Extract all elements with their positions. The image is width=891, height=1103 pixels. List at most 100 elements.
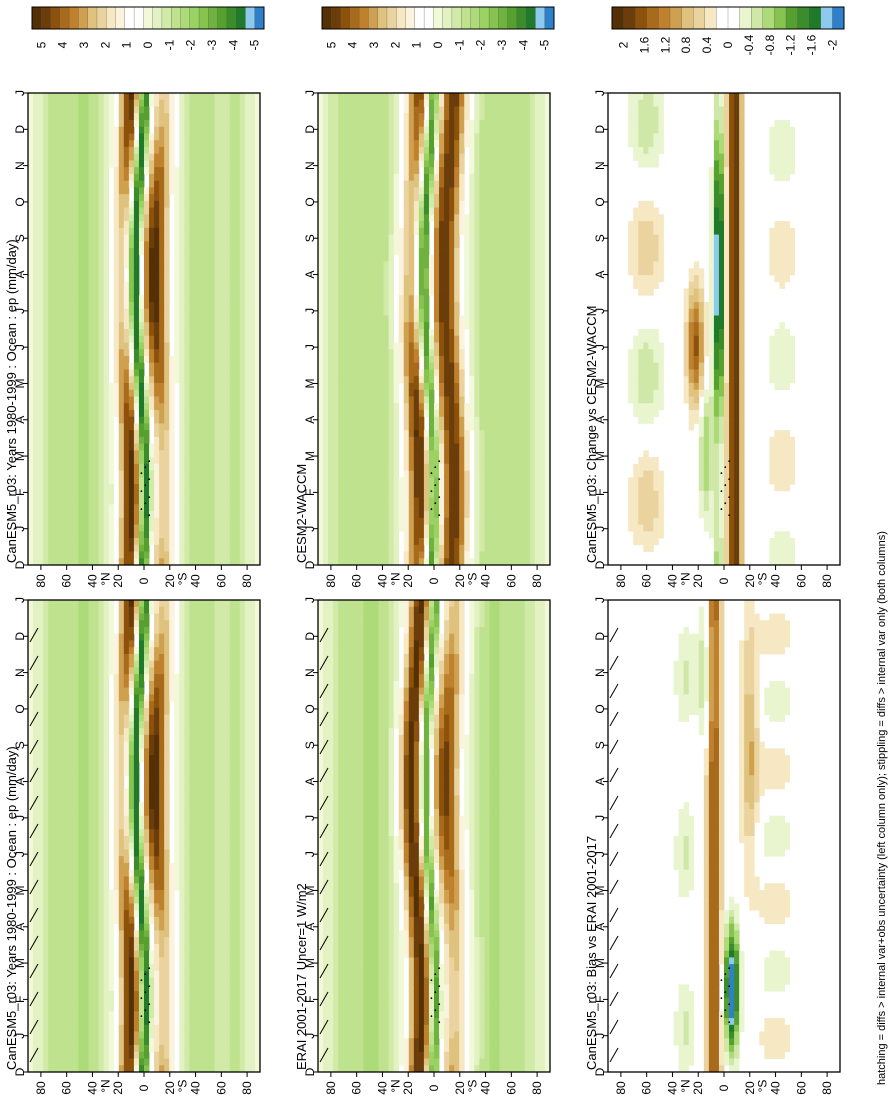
heatmap-cell [234,234,241,242]
heatmap-cell [144,606,150,614]
heatmap-cell [199,538,205,546]
heatmap-cell [98,626,105,635]
heatmap-cell [144,254,150,262]
heatmap-cell [88,930,94,938]
heatmap-cell [118,788,125,796]
heatmap-cell [58,991,64,999]
heatmap-cell [73,721,79,729]
heatmap-cell [98,106,105,114]
heatmap-cell [98,443,105,451]
heatmap-cell [38,214,44,222]
heatmap-cell [118,99,125,107]
heatmap-cell [48,916,54,925]
heatmap-cell [128,1011,135,1019]
heatmap-cell [88,544,94,552]
heatmap-cell [98,694,105,702]
heatmap-cell [78,997,84,1005]
heatmap-cell [58,883,64,891]
heatmap-cell [149,403,155,411]
heatmap-cell [53,822,59,830]
heatmap-cell [88,376,94,384]
heatmap-cell [48,1024,54,1032]
heatmap-cell [28,281,34,289]
heatmap-cell [194,281,200,289]
heatmap-cell [58,254,64,262]
heatmap-cell [244,126,251,134]
heatmap-cell [254,531,261,539]
heatmap-cell [144,207,150,215]
heatmap-cell [78,667,84,675]
heatmap-cell [239,403,246,411]
heatmap-cell [113,254,120,262]
heatmap-cell [103,728,110,736]
heatmap-cell [244,463,251,471]
heatmap-cell [128,153,135,161]
heatmap-cell [108,1065,115,1073]
heatmap-cell [83,626,89,635]
heatmap-cell [118,430,125,438]
heatmap-cell [209,511,216,519]
heatmap-cell [159,450,165,458]
heatmap-cell [43,268,49,276]
heatmap-cell [229,173,236,182]
heatmap-cell [88,977,94,985]
heatmap-cell [219,355,226,364]
heatmap-cell [88,308,94,316]
heatmap-cell [169,106,175,114]
heatmap-cell [123,146,130,155]
heatmap-cell [53,896,59,904]
heatmap-cell [48,173,54,182]
heatmap-cell [38,268,44,276]
heatmap-cell [93,701,100,709]
heatmap-cell [204,477,210,485]
heatmap-cell [128,1065,135,1073]
heatmap-cell [33,701,39,709]
heatmap-cell [53,836,59,844]
heatmap-cell [93,755,100,763]
heatmap-cell [118,653,125,662]
heatmap-cell [103,633,110,641]
heatmap-cell [113,721,120,729]
heatmap-cell [43,119,49,128]
heatmap-cell [144,640,150,648]
heatmap-cell [43,1018,49,1026]
heatmap-cell [58,490,64,498]
heatmap-cell [244,490,251,498]
heatmap-cell [58,964,64,972]
heatmap-cell [204,295,210,303]
heatmap-cell [118,795,125,803]
heatmap-cell [144,295,150,303]
heatmap-cell [98,288,105,296]
heatmap-cell [43,436,49,445]
heatmap-cell [229,403,236,411]
heatmap-cell [244,450,251,458]
heatmap-cell [38,707,44,716]
heatmap-cell [239,241,246,249]
heatmap-cell [38,234,44,242]
heatmap-cell [63,382,69,391]
heatmap-cell [88,991,94,999]
heatmap-cell [98,674,105,682]
heatmap-cell [78,362,84,370]
heatmap-cell [93,450,100,458]
heatmap-cell [78,524,84,532]
heatmap-cell [138,815,145,823]
heatmap-cell [98,714,105,722]
heatmap-cell [164,660,170,668]
heatmap-cell [98,180,105,188]
heatmap-cell [38,869,44,877]
heatmap-cell [234,409,241,418]
heatmap-cell [38,862,44,871]
heatmap-cell [68,674,74,682]
heatmap-cell [43,484,49,492]
heatmap-cell [108,477,115,485]
heatmap-cell [144,741,150,749]
heatmap-cell [28,707,34,716]
heatmap-cell [28,647,34,655]
heatmap-cell [83,707,89,716]
heatmap-cell [108,551,115,559]
heatmap-cell [113,261,120,269]
heatmap-cell [219,93,226,101]
heatmap-cell [33,1045,39,1053]
heatmap-cell [28,896,34,904]
